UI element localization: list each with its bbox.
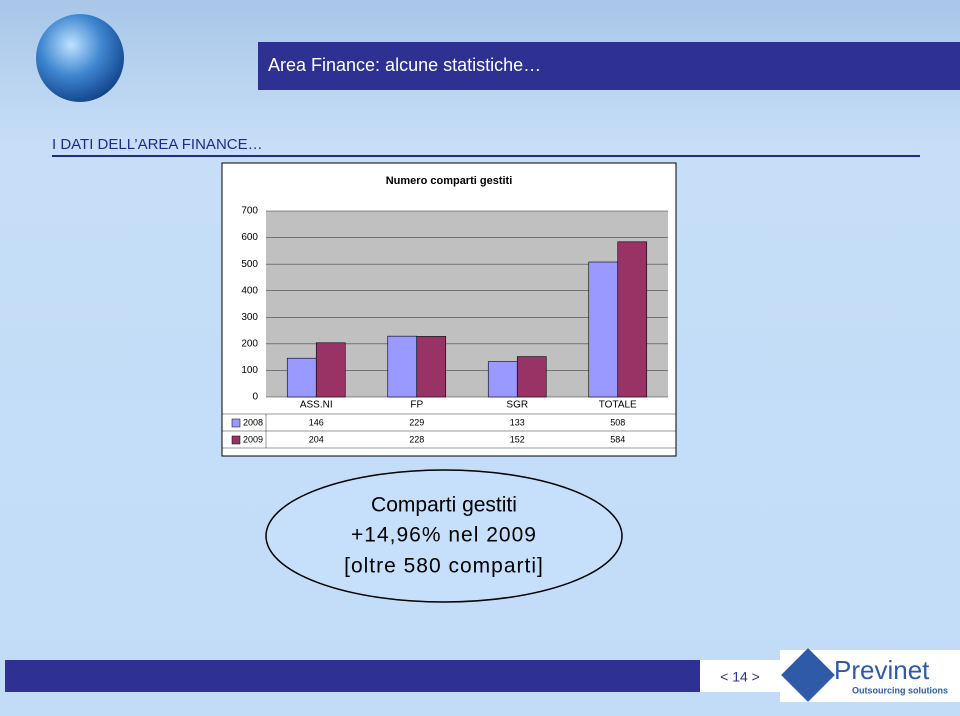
bar [416,336,447,398]
table-value: 229 [409,417,424,427]
bar [617,241,648,398]
y-tick-label: 300 [241,312,258,323]
callout [265,469,623,603]
legend-swatch [231,435,241,445]
footer-bar [5,660,780,692]
page-box [700,660,780,692]
callout-line: [oltre 580 comparti] [344,555,544,578]
table-value: 133 [510,417,525,427]
y-tick-label: 0 [252,392,258,403]
bar [315,342,346,398]
y-tick-label: 600 [241,232,258,243]
table-value: 204 [309,434,324,444]
chart-title: Numero comparti gestiti [386,175,513,187]
title-bar [258,42,960,90]
bar [487,361,518,398]
y-tick-label: 100 [241,365,258,376]
table-value: 146 [309,417,324,427]
table-value: 508 [610,417,625,427]
callout-line: Comparti gestiti [371,494,517,517]
y-tick-label: 400 [241,285,258,296]
bar [286,357,317,398]
table-value: 152 [510,434,525,444]
brand: Previnet [834,655,930,685]
globe [36,14,124,102]
y-tick-label: 700 [241,206,258,217]
bar [516,356,547,398]
chart: Numero comparti gestiti 0 100 200 300 400 500… [221,162,677,457]
legend-swatch [231,418,241,428]
y-tick-label: 500 [241,259,258,270]
tagline: Outsourcing solutions [852,685,948,695]
bar [387,335,418,398]
callout-line: +14,96% nel 2009 [351,524,537,547]
x-tick-label: ASS.NI [300,400,333,411]
page-number: < 14 > [720,669,760,685]
x-tick-label: SGR [506,400,528,411]
legend-label: 2008 [243,417,263,427]
y-tick-label: 200 [241,338,258,349]
table-value: 228 [409,434,424,444]
slide-title: Area Finance: alcune statistiche… [268,55,541,75]
x-tick-label: TOTALE [599,400,637,411]
legend-label: 2009 [243,434,263,444]
section-title: I DATI DELL’AREA FINANCE… [52,136,263,153]
bar [588,261,619,398]
table-value: 584 [610,434,625,444]
x-tick-label: FP [410,400,423,411]
